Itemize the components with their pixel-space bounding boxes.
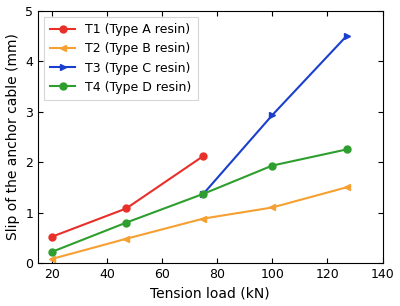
X-axis label: Tension load (kN): Tension load (kN)	[150, 286, 270, 300]
T2 (Type B resin)	[344, 185, 349, 189]
T4 (Type D resin)	[270, 164, 275, 167]
T2 (Type B resin)	[201, 217, 206, 220]
T2 (Type B resin)	[49, 257, 54, 261]
T1 (Type A resin)	[124, 207, 128, 210]
Line: T1 (Type A resin): T1 (Type A resin)	[48, 152, 207, 240]
T4 (Type D resin)	[49, 250, 54, 254]
T4 (Type D resin)	[201, 192, 206, 196]
Line: T3 (Type C resin): T3 (Type C resin)	[200, 32, 350, 197]
T3 (Type C resin)	[270, 113, 275, 117]
T1 (Type A resin)	[201, 154, 206, 158]
Y-axis label: Slip of the anchor cable (mm): Slip of the anchor cable (mm)	[6, 33, 20, 240]
T2 (Type B resin)	[270, 206, 275, 209]
T4 (Type D resin)	[124, 221, 128, 225]
T2 (Type B resin)	[124, 237, 128, 241]
T4 (Type D resin)	[344, 147, 349, 151]
T1 (Type A resin)	[49, 235, 54, 239]
Line: T4 (Type D resin): T4 (Type D resin)	[48, 146, 350, 256]
T3 (Type C resin)	[344, 34, 349, 38]
Legend: T1 (Type A resin), T2 (Type B resin), T3 (Type C resin), T4 (Type D resin): T1 (Type A resin), T2 (Type B resin), T3…	[44, 17, 198, 100]
T3 (Type C resin)	[201, 192, 206, 196]
Line: T2 (Type B resin): T2 (Type B resin)	[48, 184, 350, 263]
